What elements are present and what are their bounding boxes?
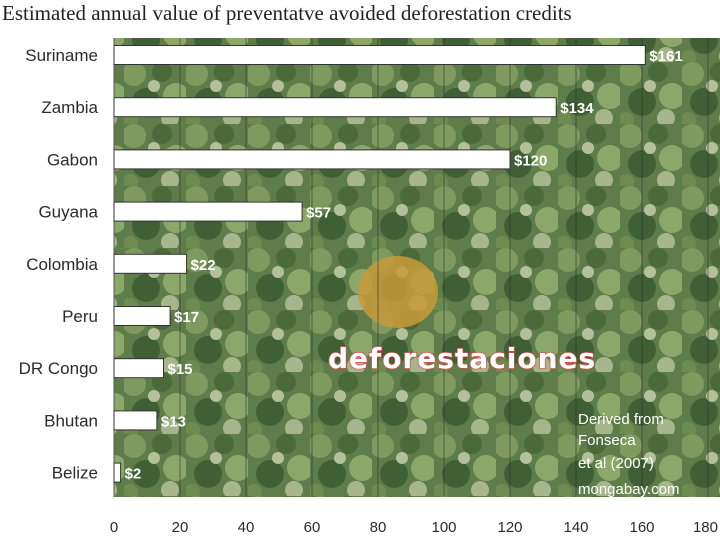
bar-suriname [113, 45, 646, 65]
category-label: DR Congo [19, 359, 98, 378]
data-label: $22 [191, 257, 216, 274]
x-axis-ticks: 0 20 40 60 80 100 120 140 160 180 [110, 519, 718, 536]
category-label: Suriname [25, 46, 98, 65]
data-label: $15 [168, 361, 193, 378]
data-label: $120 [514, 152, 547, 169]
source-credit: Derived from Fonseca et al (2007) mongab… [578, 411, 679, 498]
x-tick-label: 120 [497, 519, 522, 536]
bar-belize [113, 462, 122, 483]
x-tick-label: 160 [629, 519, 654, 536]
data-label: $134 [560, 100, 594, 117]
bar-colombia [113, 253, 188, 274]
x-tick-label: 180 [693, 519, 718, 536]
bar-gabon [113, 149, 511, 170]
bar-dr-congo [113, 358, 164, 379]
x-tick-label: 140 [563, 519, 588, 536]
category-label: Gabon [47, 150, 98, 169]
category-label: Peru [62, 307, 98, 326]
watermark-text: deforestaciones [328, 342, 596, 375]
bar-bhutan [113, 410, 158, 431]
credit-line: et al (2007) [578, 455, 654, 472]
chart-title: Estimated annual value of preventatve av… [2, 1, 572, 25]
bar-peru [113, 306, 171, 326]
bars [113, 45, 646, 483]
category-label: Bhutan [44, 411, 98, 430]
x-tick-label: 40 [238, 519, 255, 536]
category-label: Belize [52, 464, 98, 483]
x-tick-label: 0 [110, 519, 118, 536]
data-label: $17 [174, 309, 199, 326]
x-tick-label: 80 [370, 519, 387, 536]
credit-line: mongabay.com [578, 481, 679, 498]
data-label: $57 [306, 205, 331, 222]
data-label: $13 [161, 413, 186, 430]
data-label: $161 [649, 48, 682, 65]
bar-guyana [113, 201, 303, 222]
x-tick-label: 60 [304, 519, 321, 536]
autumn-tree-decoration [358, 256, 438, 328]
x-tick-label: 100 [431, 519, 456, 536]
category-label: Colombia [26, 255, 98, 274]
credit-line: Fonseca [578, 432, 636, 449]
category-label: Zambia [41, 98, 98, 117]
data-label: $2 [125, 466, 142, 483]
bar-zambia [113, 97, 557, 118]
credit-line: Derived from [578, 411, 664, 428]
x-tick-label: 20 [172, 519, 189, 536]
category-labels: Suriname Zambia Gabon Guyana Colombia Peru DR … [19, 46, 99, 483]
value-labels: $161 $134 $120 $57 $22 $17 $15 $13 $2 [125, 48, 683, 483]
category-label: Guyana [38, 203, 98, 222]
